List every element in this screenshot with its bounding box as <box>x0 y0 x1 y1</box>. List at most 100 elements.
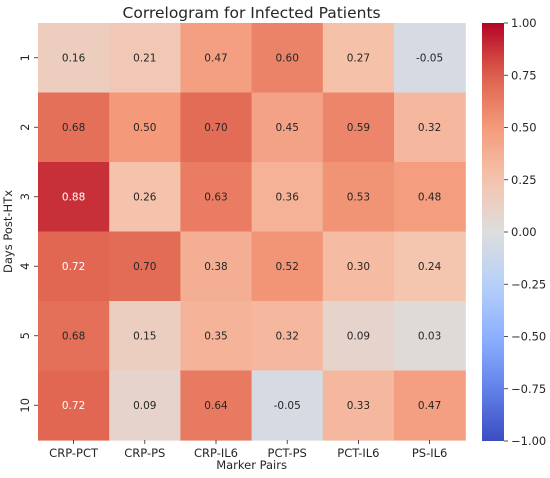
y-tick-label-1: 2 <box>18 124 32 131</box>
heatmap-cell-r5-c2 <box>180 370 253 441</box>
y-tick-label-5: 10 <box>18 398 32 413</box>
colorbar: 1.00 0.75 0.50 0.25 0.00 −0.25 −0.50 −0.75 −1.00 <box>482 16 546 448</box>
colorbar-tick-label-5: −0.25 <box>511 277 546 291</box>
cell-value-label-r0-c1: 0.21 <box>133 53 156 65</box>
heatmap-cell-r5-c1 <box>109 370 181 441</box>
cell-value-label-r0-c3: 0.60 <box>276 53 299 65</box>
colorbar-tick-label-2: 0.50 <box>511 121 537 135</box>
heatmap-cell-r4-c2 <box>180 301 253 372</box>
heatmap-cell-r1-c1 <box>109 92 181 163</box>
cell-value-label-r4-c2: 0.35 <box>204 331 227 343</box>
cell-value-label-r0-c2: 0.47 <box>204 53 227 65</box>
cell-value-label-r3-c4: 0.30 <box>347 261 370 273</box>
heatmap-cell-r4-c5 <box>394 301 466 372</box>
cell-value-label-r2-c0: 0.88 <box>62 192 85 204</box>
cell-value-label-r2-c5: 0.48 <box>418 192 441 204</box>
heatmap-cell-r2-c0 <box>38 162 110 233</box>
heatmap-cell-r2-c2 <box>180 162 253 233</box>
cell-value-label-r5-c0: 0.72 <box>62 400 85 412</box>
heatmap-cell-r1-c5 <box>394 92 466 163</box>
y-tick-label-3: 4 <box>18 263 32 270</box>
heatmap-cell-r3-c0 <box>38 231 110 302</box>
colorbar-tick-label-0: 1.00 <box>511 16 537 30</box>
cell-value-label-r5-c2: 0.64 <box>204 400 228 412</box>
cell-value-label-r1-c2: 0.70 <box>204 122 227 134</box>
cell-value-label-r0-c5: -0.05 <box>416 53 443 65</box>
heatmap-cell-r0-c0 <box>38 23 110 94</box>
chart-title: Correlogram for Infected Patients <box>123 4 381 22</box>
y-tick-label-0: 1 <box>18 54 32 61</box>
heatmap-cell-r4-c4 <box>322 301 395 372</box>
heatmap-cell-r1-c2 <box>180 92 253 163</box>
heatmap-cell-r0-c3 <box>251 23 324 94</box>
cell-value-label-r2-c3: 0.36 <box>276 192 300 204</box>
heatmap-cell-r0-c2 <box>180 23 253 94</box>
x-tick-label-2: CRP-IL6 <box>194 446 238 460</box>
cell-value-label-r3-c1: 0.70 <box>133 261 156 273</box>
heatmap-cell-r1-c4 <box>322 92 395 163</box>
heatmap-cell-r5-c0 <box>38 370 110 441</box>
heatmap-cell-r4-c3 <box>251 301 324 372</box>
cell-value-label-r1-c4: 0.59 <box>347 122 370 134</box>
cell-value-label-r1-c1: 0.50 <box>133 122 156 134</box>
x-tick-label-5: PS-IL6 <box>412 446 448 460</box>
y-tick-label-2: 3 <box>18 193 32 200</box>
heatmap-cell-r4-c0 <box>38 301 110 372</box>
heatmap-axes: CRP-PCT CRP-PS CRP-IL6 PCT-PS PCT-IL6 PS-IL6 1… <box>1 54 447 472</box>
heatmap-cell-r3-c4 <box>322 231 395 302</box>
cell-value-label-r3-c3: 0.52 <box>276 261 299 273</box>
colorbar-tick-label-4: 0.00 <box>511 225 537 239</box>
heatmap-cell-r5-c4 <box>322 370 395 441</box>
heatmap-cell-r2-c3 <box>251 162 324 233</box>
cell-value-label-r4-c1: 0.15 <box>133 331 156 343</box>
cell-value-label-r3-c5: 0.24 <box>418 261 442 273</box>
cell-value-label-r2-c2: 0.63 <box>204 192 227 204</box>
colorbar-tick-label-6: −0.50 <box>511 330 546 344</box>
cell-value-label-r2-c1: 0.26 <box>133 192 157 204</box>
cell-value-label-r1-c0: 0.68 <box>62 122 85 134</box>
heatmap-cell-r3-c3 <box>251 231 324 302</box>
heatmap-cell-r1-c0 <box>38 92 110 163</box>
heatmap-cell-r2-c1 <box>109 162 181 233</box>
heatmap-cell-r0-c4 <box>322 23 395 94</box>
colorbar-tick-label-7: −0.75 <box>511 382 546 396</box>
cell-value-label-r1-c3: 0.45 <box>276 122 299 134</box>
x-tick-label-1: CRP-PS <box>124 446 165 460</box>
cell-value-label-r4-c5: 0.03 <box>418 331 441 343</box>
colorbar-tick-label-1: 0.75 <box>511 68 537 82</box>
y-axis-label: Days Post-HTx <box>1 190 15 273</box>
colorbar-tick-label-3: 0.25 <box>511 173 537 187</box>
heatmap-cell-r2-c5 <box>394 162 466 233</box>
heatmap-cells: 0.16 0.21 0.47 0.60 0.27 -0.05 0.68 0.50 0.70 0.4… <box>38 23 466 441</box>
cell-value-label-r5-c3: -0.05 <box>274 400 301 412</box>
heatmap-cell-r0-c1 <box>109 23 181 94</box>
heatmap-cell-r1-c3 <box>251 92 324 163</box>
colorbar-gradient <box>482 23 504 441</box>
cell-value-label-r4-c0: 0.68 <box>62 331 85 343</box>
heatmap-cell-r3-c5 <box>394 231 466 302</box>
heatmap-cell-r5-c5 <box>394 370 466 441</box>
cell-value-label-r2-c4: 0.53 <box>347 192 370 204</box>
cell-value-label-r1-c5: 0.32 <box>418 122 441 134</box>
cell-value-label-r4-c4: 0.09 <box>347 331 370 343</box>
x-axis-label: Marker Pairs <box>216 458 287 472</box>
cell-value-label-r3-c2: 0.38 <box>204 261 227 273</box>
heatmap-cell-r0-c5 <box>394 23 466 94</box>
colorbar-tick-label-8: −1.00 <box>511 434 546 448</box>
heatmap-cell-r5-c3 <box>251 370 324 441</box>
x-tick-label-0: CRP-PCT <box>49 446 99 460</box>
heatmap-cell-r3-c2 <box>180 231 253 302</box>
cell-value-label-r0-c4: 0.27 <box>347 53 370 65</box>
cell-value-label-r5-c4: 0.33 <box>347 400 370 412</box>
cell-value-label-r5-c5: 0.47 <box>418 400 441 412</box>
y-tick-label-4: 5 <box>18 332 32 339</box>
cell-value-label-r4-c3: 0.32 <box>276 331 299 343</box>
cell-value-label-r0-c0: 0.16 <box>62 53 86 65</box>
x-tick-label-4: PCT-IL6 <box>337 446 379 460</box>
heatmap-cell-r4-c1 <box>109 301 181 372</box>
cell-value-label-r3-c0: 0.72 <box>62 261 85 273</box>
cell-value-label-r5-c1: 0.09 <box>133 400 156 412</box>
heatmap-cell-r2-c4 <box>322 162 395 233</box>
